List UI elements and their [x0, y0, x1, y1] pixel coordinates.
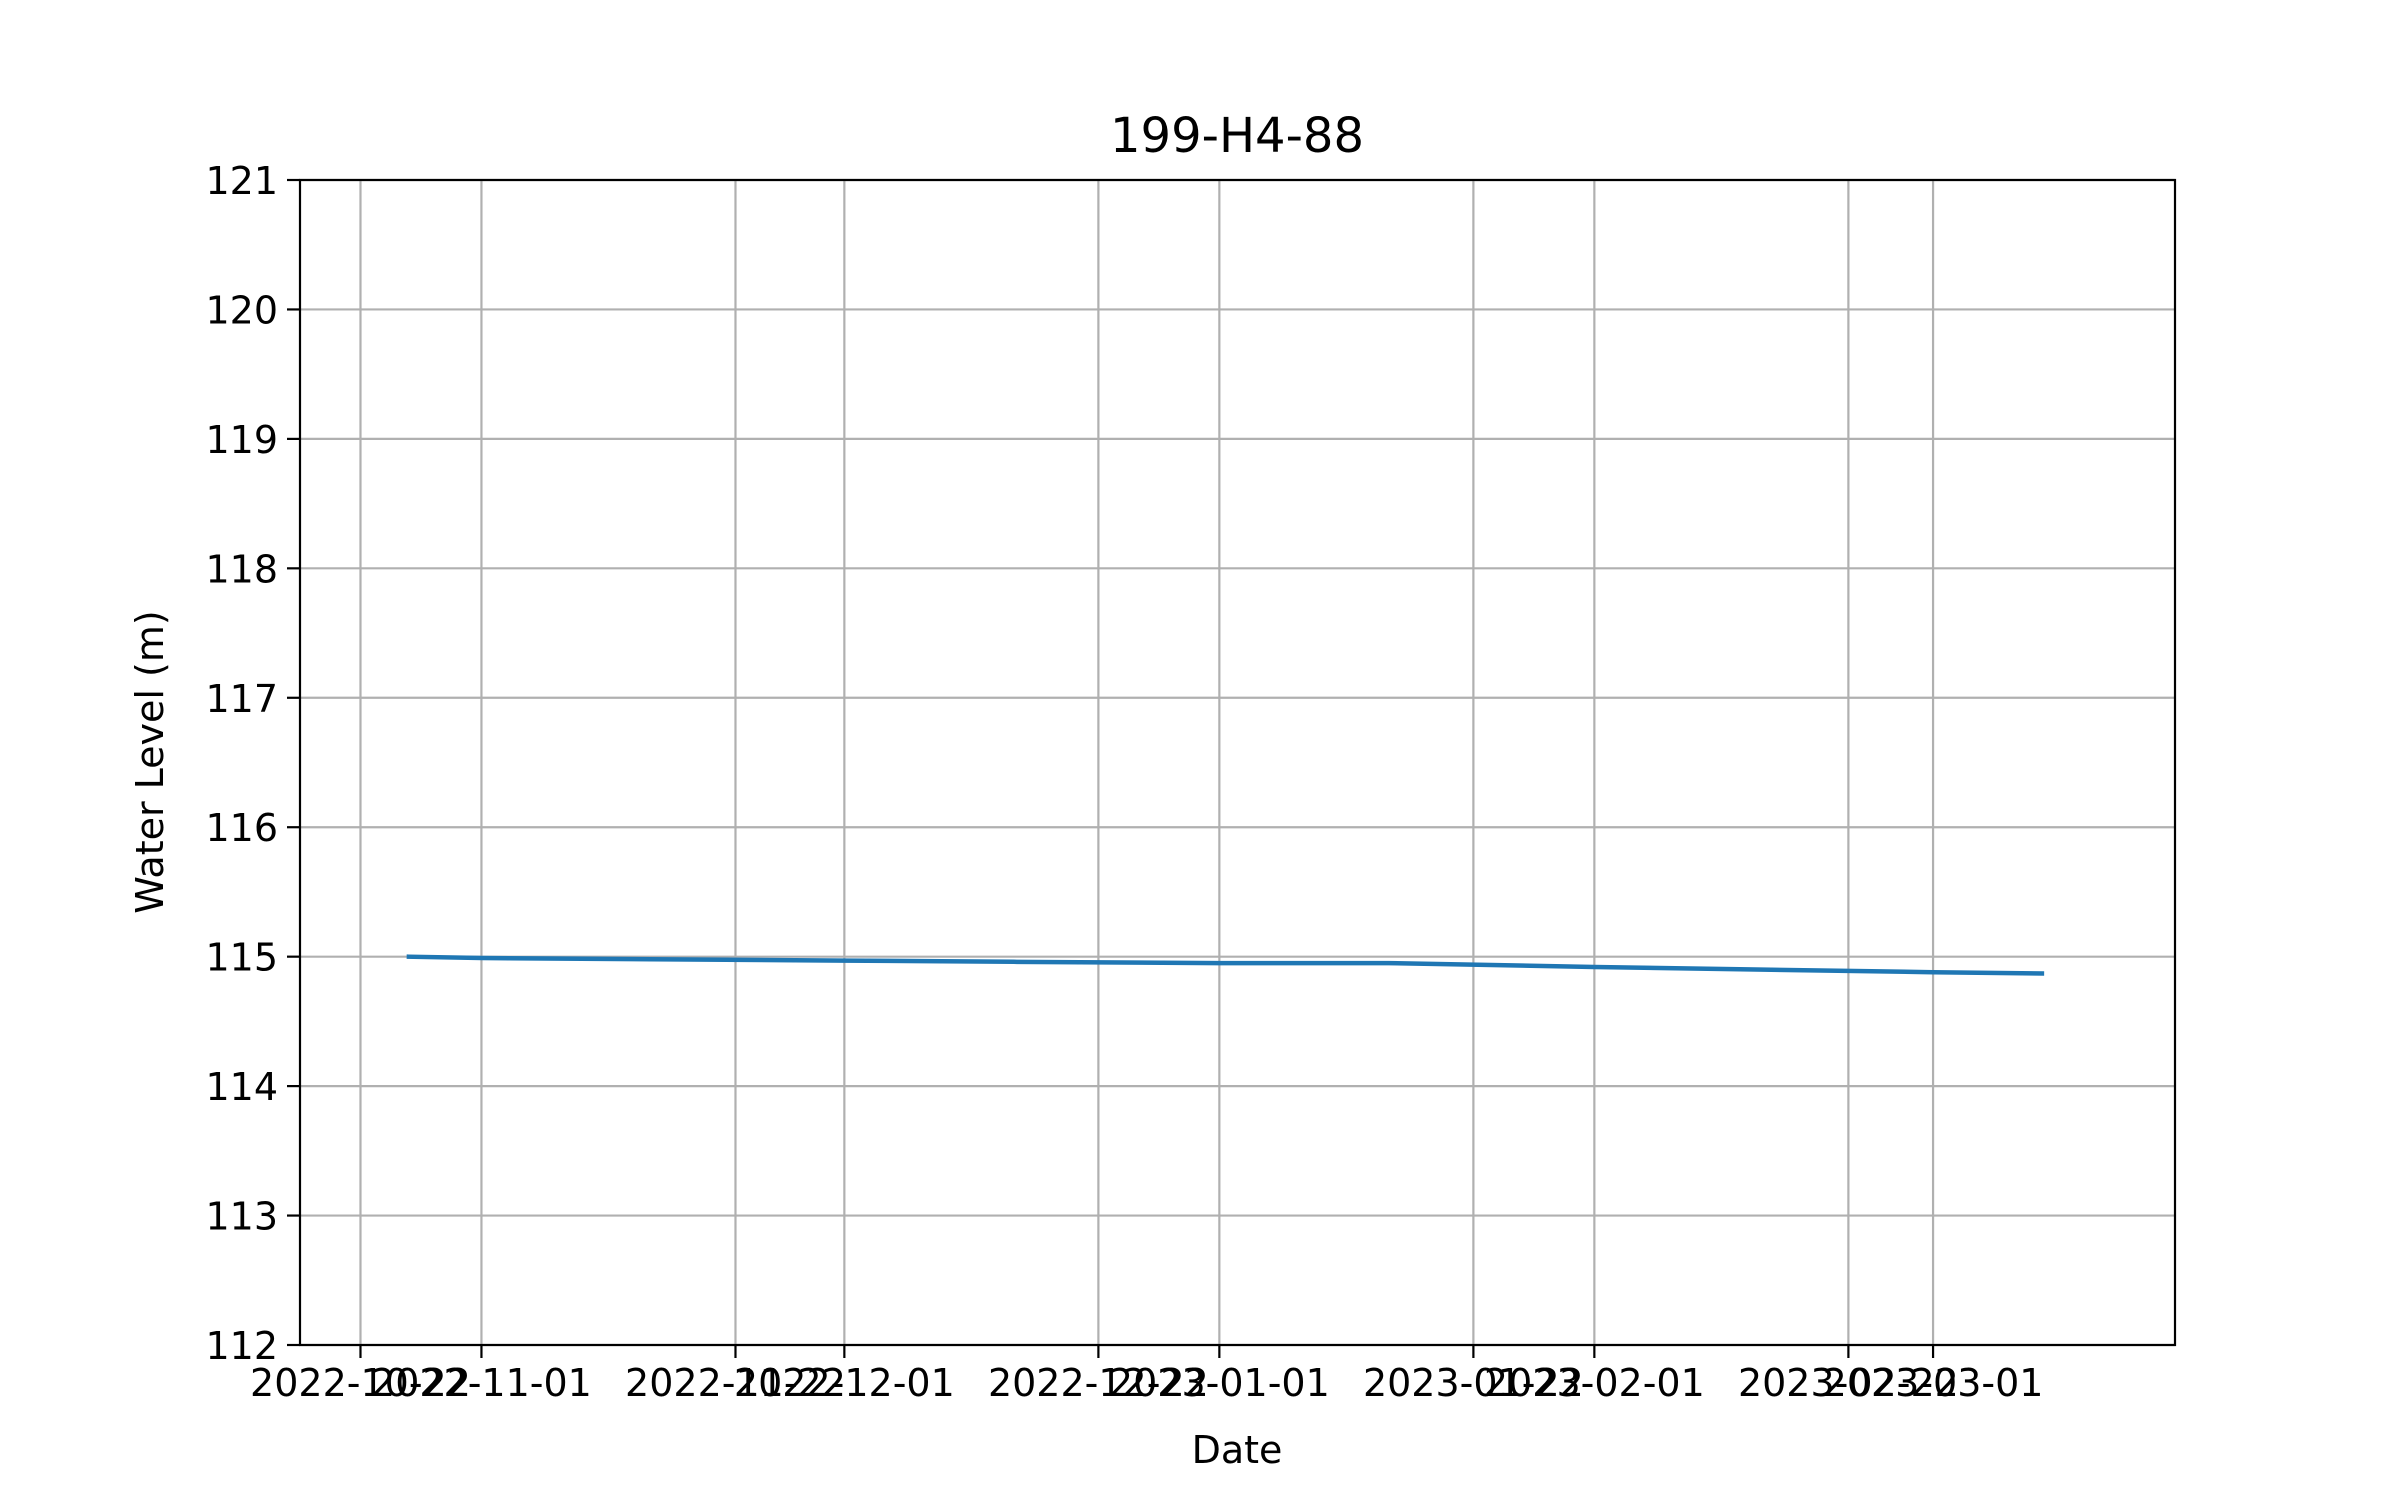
- y-tick-label: 112: [205, 1324, 278, 1368]
- series-line: [406, 954, 2045, 976]
- y-tick-label: 115: [205, 936, 278, 980]
- y-tick-label: 118: [205, 547, 278, 591]
- x-tick-label: 2023-02-01: [1484, 1361, 1705, 1405]
- x-tick-label: 2023-02-22: [1738, 1361, 1959, 1405]
- y-tick-label: 119: [205, 418, 278, 462]
- y-tick-label: 120: [205, 288, 278, 332]
- y-tick-label: 116: [205, 806, 278, 850]
- x-tick-label: 2022-12-01: [734, 1361, 955, 1405]
- plot-frame: [298, 178, 2177, 1347]
- x-axis-label: Date: [1192, 1428, 1283, 1472]
- y-tick-label: 117: [205, 677, 278, 721]
- y-axis-label: Water Level (m): [128, 610, 172, 913]
- x-tick-label: 2022-10-22: [250, 1361, 471, 1405]
- y-tick-label: 113: [205, 1195, 278, 1239]
- y-axis: 112 113 114 115 116 117 118 119 120 121: [205, 159, 300, 1368]
- y-tick-label: 114: [205, 1065, 278, 1109]
- x-tick-label: 2023-01-01: [1109, 1361, 1330, 1405]
- series-layer: [406, 954, 2045, 976]
- y-tick-label: 121: [205, 159, 278, 203]
- chart-title: 199-H4-88: [1110, 108, 1364, 164]
- x-tick-label: 2022-12-22: [988, 1361, 1209, 1405]
- x-tick-label: 2023-01-22: [1363, 1361, 1584, 1405]
- x-tick-label: 2022-11-22: [625, 1361, 846, 1405]
- x-tick-label: 2022-11-01: [371, 1361, 592, 1405]
- x-tick-label: 2023-03-01: [1823, 1361, 2044, 1405]
